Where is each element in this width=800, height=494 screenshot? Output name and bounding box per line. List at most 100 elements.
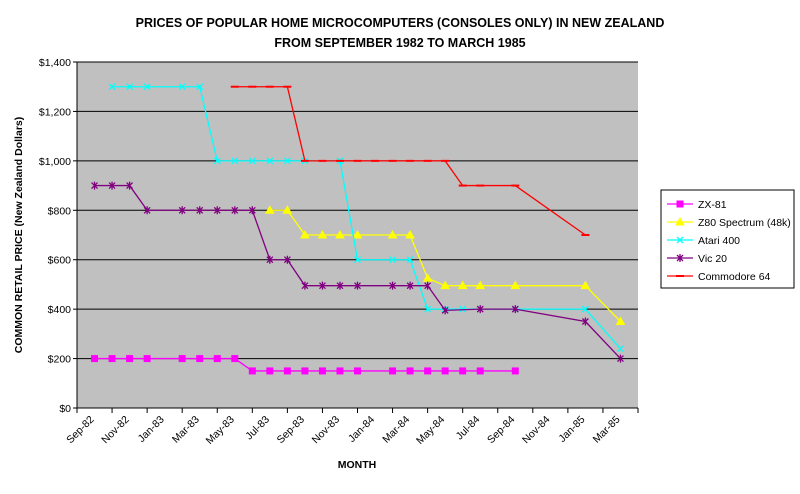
chart-title: PRICES OF POPULAR HOME MICROCOMPUTERS (C… bbox=[136, 16, 665, 30]
x-tick-label-6: Sep-83 bbox=[275, 414, 308, 447]
legend-marker-3 bbox=[676, 254, 684, 262]
series-3-point-21 bbox=[581, 317, 589, 326]
series-0-point-15 bbox=[389, 367, 397, 375]
series-3-point-8 bbox=[248, 206, 256, 215]
series-0-point-20 bbox=[476, 367, 484, 375]
series-1-point-5 bbox=[352, 229, 363, 239]
legend-label-3: Vic 20 bbox=[698, 253, 727, 265]
series-2-point-13 bbox=[389, 256, 397, 264]
series-3-point-12 bbox=[318, 281, 326, 290]
y-tick-label-0: $0 bbox=[59, 403, 71, 415]
series-0-point-10 bbox=[283, 367, 291, 375]
x-tick-label-1: Nov-82 bbox=[99, 414, 132, 447]
series-1-point-11 bbox=[475, 280, 486, 290]
x-tick-label-9: Mar-84 bbox=[380, 414, 412, 446]
legend-label-2: Atari 400 bbox=[698, 235, 740, 247]
series-0-point-5 bbox=[196, 355, 204, 363]
series-0-point-1 bbox=[108, 355, 116, 363]
series-0-point-7 bbox=[231, 355, 239, 363]
legend-label-1: Z80 Spectrum (48k) bbox=[698, 217, 791, 229]
x-tick-label-5: Jul-83 bbox=[243, 414, 272, 443]
y-tick-label-4: $800 bbox=[48, 205, 72, 217]
chart-subtitle: FROM SEPTEMBER 1982 TO MARCH 1985 bbox=[274, 36, 525, 50]
series-3-point-6 bbox=[213, 206, 221, 215]
series-3-point-2 bbox=[126, 181, 134, 190]
legend-label-0: ZX-81 bbox=[698, 199, 727, 211]
series-3-point-22 bbox=[617, 354, 624, 363]
series-2-point-5 bbox=[213, 157, 221, 165]
series-2-point-20 bbox=[617, 345, 624, 353]
series-1-point-3 bbox=[317, 229, 328, 239]
series-2-point-1 bbox=[126, 83, 134, 91]
series-1-point-2 bbox=[300, 229, 310, 239]
series-0-point-4 bbox=[178, 355, 186, 363]
series-2-point-3 bbox=[178, 83, 186, 91]
series-0-point-12 bbox=[318, 367, 326, 375]
series-line-0 bbox=[94, 357, 516, 372]
x-tick-label-12: Sep-84 bbox=[485, 414, 518, 447]
y-axis-ticks: $0 $200 $400 $600 $800 $1,000 $1,200 $1,400 bbox=[39, 57, 77, 415]
series-2-point-14 bbox=[406, 256, 414, 264]
series-0 bbox=[91, 355, 519, 375]
series-1-point-4 bbox=[335, 229, 345, 239]
x-tick-label-3: Mar-83 bbox=[170, 414, 202, 446]
series-2-point-19 bbox=[581, 305, 589, 313]
series-3-point-0 bbox=[91, 181, 98, 190]
series-1-point-6 bbox=[387, 229, 398, 239]
legend: ZX-81 Z80 Spectrum (48k) Atari 400 Vic 20 Co… bbox=[667, 199, 791, 283]
x-tick-label-4: May-83 bbox=[204, 414, 237, 447]
y-tick-label-2: $400 bbox=[48, 304, 72, 316]
series-2-point-7 bbox=[248, 157, 256, 165]
x-axis-title: MONTH bbox=[338, 459, 377, 471]
series-3-point-14 bbox=[354, 281, 361, 290]
series-3-point-9 bbox=[266, 255, 274, 264]
series-2-point-6 bbox=[231, 157, 239, 165]
series-0-point-14 bbox=[354, 367, 361, 375]
x-tick-label-10: May-84 bbox=[414, 414, 447, 447]
series-2-point-2 bbox=[143, 83, 151, 91]
series-0-point-6 bbox=[213, 355, 221, 363]
series-1-point-12 bbox=[510, 280, 521, 290]
series-0-point-21 bbox=[511, 367, 519, 375]
series-0-point-8 bbox=[248, 367, 256, 375]
y-axis-title: COMMON RETAIL PRICE (New Zealand Dollars… bbox=[13, 117, 25, 353]
series-2-point-0 bbox=[108, 83, 116, 91]
x-tick-label-7: Nov-83 bbox=[310, 414, 343, 447]
series-3-point-4 bbox=[178, 206, 186, 215]
series-0-point-16 bbox=[406, 367, 414, 375]
series-3-point-16 bbox=[406, 281, 414, 290]
series-0-point-0 bbox=[91, 355, 99, 363]
y-tick-label-7: $1,400 bbox=[39, 57, 71, 69]
y-tick-label-3: $600 bbox=[48, 255, 72, 267]
series-3-point-3 bbox=[143, 206, 151, 215]
x-axis-ticks: Sep-82 Nov-82 Jan-83 Mar-83 May-83 Jul-83 Sep-… bbox=[64, 408, 639, 447]
x-tick-label-15: Mar-85 bbox=[591, 414, 623, 446]
series-0-point-2 bbox=[126, 355, 134, 363]
x-tick-label-11: Jul-84 bbox=[454, 414, 483, 443]
y-tick-label-1: $200 bbox=[48, 354, 72, 366]
series-3-point-18 bbox=[441, 306, 449, 315]
series-3-point-7 bbox=[231, 206, 239, 215]
x-tick-label-8: Jan-84 bbox=[346, 414, 377, 445]
series-0-point-17 bbox=[424, 367, 432, 375]
series-0-point-19 bbox=[459, 367, 467, 375]
x-tick-label-2: Jan-83 bbox=[136, 414, 167, 445]
series-3-point-20 bbox=[511, 305, 519, 314]
series-0-point-3 bbox=[143, 355, 151, 363]
series-1-point-1 bbox=[282, 205, 293, 214]
series-2-point-15 bbox=[424, 305, 432, 313]
legend-marker-1 bbox=[675, 216, 685, 226]
series-1-point-9 bbox=[440, 280, 451, 290]
series-group bbox=[91, 83, 626, 375]
series-1-point-14 bbox=[615, 316, 626, 325]
y-tick-label-5: $1,000 bbox=[39, 156, 71, 168]
series-1-point-10 bbox=[457, 280, 468, 290]
series-1-point-8 bbox=[422, 273, 433, 282]
series-3-point-11 bbox=[301, 281, 309, 290]
series-3-point-17 bbox=[424, 281, 432, 290]
y-tick-label-6: $1,200 bbox=[39, 106, 71, 118]
x-tick-label-0: Sep-82 bbox=[64, 414, 97, 447]
legend-label-4: Commodore 64 bbox=[698, 271, 771, 283]
